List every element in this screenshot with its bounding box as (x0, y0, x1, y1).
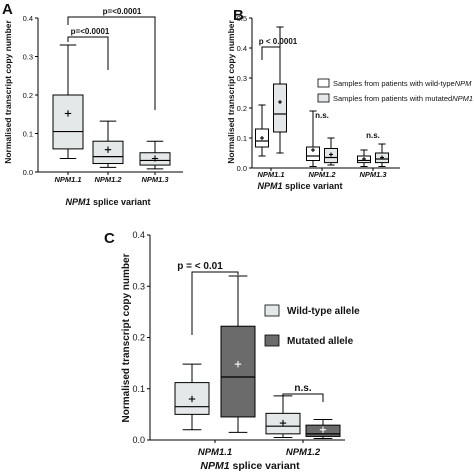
panel-b-x-axis-title: NPM1 splice variant (257, 181, 342, 191)
panel-label-c: C (104, 230, 115, 247)
panel-b-box-NPM1.3-1 (375, 143, 389, 167)
panel-b-box-body (306, 146, 320, 161)
panel-c-box-body (220, 325, 256, 418)
panel-b-box-NPM1.1-0 (255, 104, 269, 157)
panel-a-y-tick-label: 0.3 (23, 53, 33, 62)
panel-a-y-axis-title: Normalised transcript copy number (3, 20, 13, 164)
panel-c-ns-bracket (282, 393, 324, 407)
panel-c-y-tick-label: 0.0 (132, 435, 145, 445)
panel-b-ns-label-2: n.s. (366, 131, 380, 140)
panel-b-y-tick-label: 0.0 (237, 164, 247, 173)
panel-b-box-NPM1.2-0 (306, 110, 320, 167)
panel-b-category-label: NPM1.2 (308, 170, 336, 179)
panel-c-category-label: NPM1.2 (286, 447, 321, 458)
panel-a-y-tick-label: 0.4 (23, 14, 33, 23)
panel-c-y-axis-title: Normalised transcript copy number (121, 253, 132, 422)
panel-b-category-label: NPM1.1 (257, 170, 284, 179)
panel-a-y-tick-label: 0.2 (23, 91, 33, 100)
panel-b-legend-label: Samples from patients with wild-typeNPM (333, 79, 472, 88)
panel-b-significance-bracket-1-label: p < 0.0001 (259, 37, 298, 46)
panel-b-y-tick-label: 0.1 (237, 134, 247, 143)
panel-b-y-axis-title: Normalised transcript copy number (226, 20, 236, 164)
panel-c-box-NPM1.2-1 (305, 419, 341, 439)
panel-b-box-body (273, 83, 287, 133)
panel-a-box-NPM1.3-0 (139, 140, 171, 170)
panel-b-y-tick-label: 0.4 (237, 44, 247, 53)
panel-label-a: A (2, 1, 13, 18)
panel-c-y-tick-label: 0.3 (132, 281, 145, 291)
panel-c-category-label: NPM1.1 (198, 447, 232, 458)
panel-b-legend-swatch (317, 93, 330, 103)
panel-c-y-tick-label: 0.1 (132, 384, 145, 394)
panel-b-y-tick-label: 0.2 (237, 104, 247, 113)
panel-a-category-label: NPM1.3 (141, 175, 169, 184)
panel-c-legend-swatch (264, 304, 280, 317)
panel-c-significance-bracket-label: p = < 0.01 (177, 261, 223, 272)
panel-c-box-NPM1.2-0 (265, 395, 301, 438)
panel-a-significance-bracket-outer (67, 16, 156, 110)
panel-b-y-tick-label: 0.3 (237, 74, 247, 83)
panel-a-category-label: NPM1.2 (94, 175, 122, 184)
panel-c-x-axis-title: NPM1 splice variant (200, 460, 300, 472)
panel-b-category-label: NPM1.3 (359, 170, 387, 179)
panel-a-significance-bracket-inner-label: p=<0.0001 (71, 27, 110, 36)
panel-c-legend-label: Mutated allele (287, 336, 354, 347)
panel-b-legend-label: Samples from patients with mutatedNPM1 (333, 94, 473, 103)
panel-a-box-body (52, 94, 84, 150)
panel-a-significance-bracket-inner (67, 36, 109, 70)
panel-label-b: B (233, 7, 244, 24)
panel-c-box-NPM1.1-0 (174, 363, 210, 431)
panel-a-box-NPM1.1-0 (52, 44, 84, 160)
panel-c-box-NPM1.1-1 (220, 275, 256, 433)
panel-b-y-tick-label: 0.5 (237, 14, 247, 23)
panel-b-significance-bracket-1 (261, 36, 281, 60)
panel-b-legend-swatch (317, 78, 330, 88)
panel-a-y-tick-label: 0.1 (23, 130, 33, 139)
panel-b-box-NPM1.3-0 (357, 149, 371, 167)
panel-b-box-NPM1.2-1 (324, 137, 338, 166)
panel-c-y-tick-label: 0.2 (132, 333, 145, 343)
panel-a-box-NPM1.2-0 (92, 120, 124, 168)
panel-a-y-tick-label: 0.0 (23, 168, 33, 177)
panel-a-significance-bracket-outer-label: p=<0.0001 (103, 7, 142, 16)
panel-c-significance-bracket (191, 271, 239, 335)
panel-c-legend-label: Wild-type allele (287, 306, 360, 317)
panel-c-legend-swatch (264, 334, 280, 347)
panel-a-x-axis-title: NPM1 splice variant (65, 197, 150, 207)
panel-b-ns-label-1: n.s. (315, 111, 329, 120)
panel-c-ns-bracket-label: n.s. (294, 383, 311, 394)
panel-a-category-label: NPM1.1 (54, 175, 81, 184)
panel-c-y-tick-label: 0.4 (132, 230, 145, 240)
